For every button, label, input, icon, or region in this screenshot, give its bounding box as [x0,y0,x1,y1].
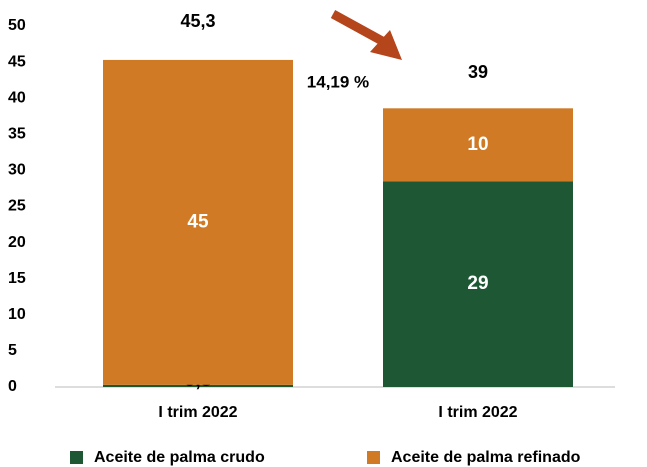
y-tick-label: 40 [8,89,26,106]
value-label: 10 [467,134,488,155]
y-tick-label: 10 [8,306,26,323]
y-tick-label: 15 [8,270,26,287]
total-label: 45,3 [180,11,215,31]
annotation: 14,19 % [307,72,369,91]
bar-segment [383,108,573,182]
legend-swatch [367,451,380,464]
x-tick-label: I trim 2022 [158,404,237,421]
legend-label: Aceite de palma refinado [391,449,581,466]
value-label: 45 [187,211,209,232]
value-label: 29 [467,273,488,294]
y-tick-label: 30 [8,162,26,179]
legend-swatch [70,451,83,464]
bar-segment [103,59,293,385]
y-tick-label: 25 [8,198,26,215]
bar-segment [383,181,573,387]
legend-label: Aceite de palma crudo [94,449,265,466]
y-tick-label: 50 [8,17,26,34]
bar-segment [103,384,293,387]
arrow-head [370,30,402,60]
y-tick-label: 5 [8,342,17,359]
total-label: 39 [468,62,488,82]
arrow [330,10,387,46]
y-tick-label: 0 [8,378,17,395]
y-tick-label: 35 [8,126,26,143]
x-tick-label: I trim 2022 [438,404,517,421]
y-tick-label: 20 [8,234,26,251]
y-tick-label: 45 [8,53,26,70]
